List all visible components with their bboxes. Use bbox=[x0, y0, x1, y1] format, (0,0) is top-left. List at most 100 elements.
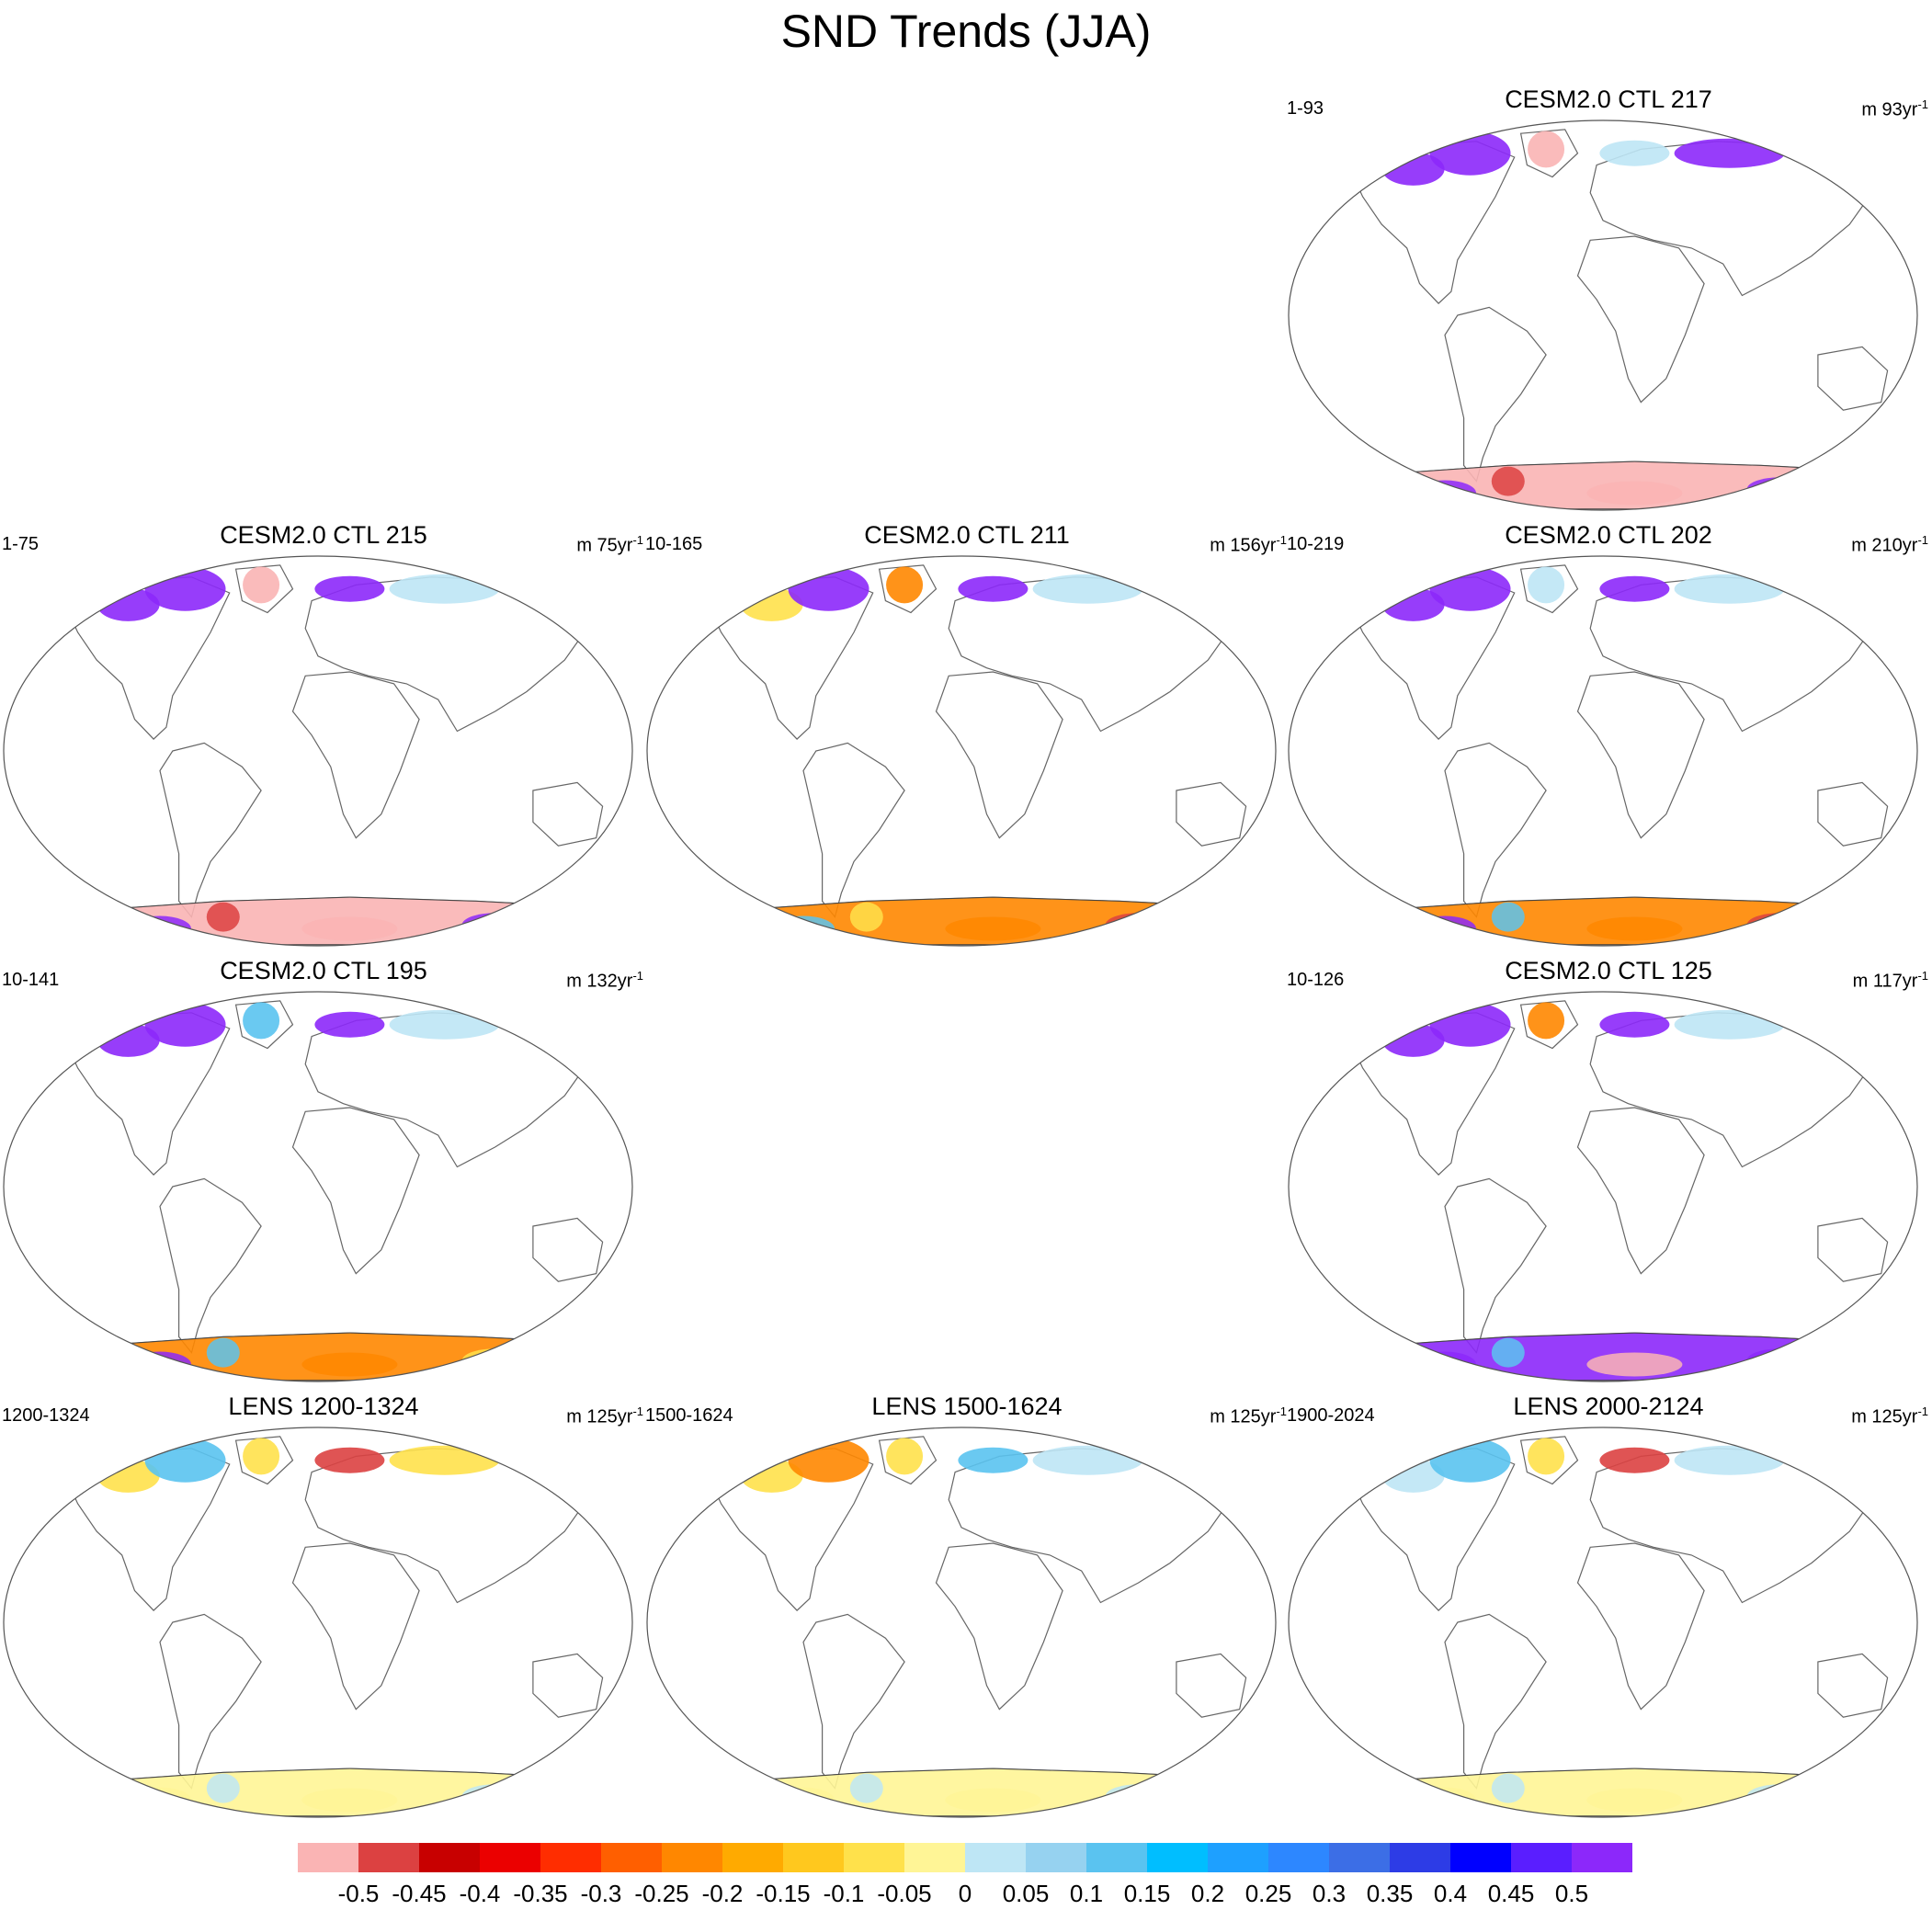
snow-trend-region-north bbox=[1032, 1445, 1143, 1475]
world-map bbox=[1288, 1427, 1918, 1818]
panel-units-label: m 93yr-1 bbox=[1861, 97, 1928, 120]
panel-title: LENS 1200-1324 bbox=[228, 1393, 419, 1420]
snow-trend-region-north bbox=[1599, 140, 1670, 166]
snow-trend-region-north bbox=[1599, 1011, 1670, 1038]
snow-trend-region-south bbox=[1746, 1348, 1813, 1373]
snow-trend-region-north bbox=[1429, 566, 1511, 611]
panel-years-label: 1-75 bbox=[2, 534, 40, 554]
panel-units-label: m 125yr-1 bbox=[566, 1404, 643, 1427]
snow-trend-region-north bbox=[1528, 131, 1565, 168]
snow-trend-region-north bbox=[1674, 574, 1785, 604]
panel-years-label: 10-219 bbox=[1287, 534, 1345, 554]
panel-title: CESM2.0 CTL 215 bbox=[220, 521, 427, 549]
snow-trend-region-north bbox=[1032, 574, 1143, 604]
panel-years-label: 1900-2024 bbox=[1287, 1405, 1375, 1426]
snow-trend-region-north bbox=[1528, 1002, 1565, 1040]
map-panel-lens-1200-1324: LENS 1200-1324 1200-1324 m 125yr-1 bbox=[2, 1392, 645, 1825]
africa-outline bbox=[291, 1542, 420, 1711]
snow-trend-region-south bbox=[1491, 902, 1525, 932]
snow-trend-region-north bbox=[144, 1438, 226, 1483]
south-america-outline bbox=[1444, 306, 1547, 483]
colorbar-tick-label: 0.25 bbox=[1244, 1880, 1292, 1907]
snow-trend-region-north bbox=[1674, 138, 1785, 168]
colorbar-swatch bbox=[358, 1843, 419, 1872]
snow-trend-region-north bbox=[1599, 1447, 1670, 1473]
snow-trend-region-south bbox=[301, 1352, 398, 1377]
snow-trend-region-north bbox=[1599, 575, 1670, 602]
snow-trend-region-south bbox=[301, 1788, 398, 1813]
colorbar-swatch bbox=[298, 1843, 358, 1872]
panel-units-label: m 156yr-1 bbox=[1210, 533, 1287, 556]
africa-outline bbox=[291, 671, 420, 839]
australia-outline bbox=[1817, 346, 1889, 411]
colorbar-swatch bbox=[965, 1843, 1026, 1872]
map-boundary bbox=[646, 1427, 1277, 1818]
colorbar: -0.5 -0.45 -0.4 -0.35 -0.3 -0.25 -0.2 -0.15 -0.1… bbox=[298, 1842, 1632, 1906]
snow-trend-region-north bbox=[1528, 566, 1565, 604]
colorbar-swatch bbox=[1572, 1843, 1632, 1872]
colorbar-tick-label: -0.05 bbox=[877, 1880, 932, 1907]
greenland-outline bbox=[234, 1000, 294, 1050]
snow-trend-region-south bbox=[1586, 481, 1683, 506]
greenland-outline bbox=[1519, 1000, 1579, 1050]
snow-trend-region-south bbox=[1586, 1352, 1683, 1377]
australia-outline bbox=[532, 781, 604, 847]
colorbar-tick-label: -0.3 bbox=[580, 1880, 622, 1907]
south-america-outline bbox=[1444, 1177, 1547, 1354]
snow-trend-region-south bbox=[945, 1788, 1041, 1813]
colorbar-swatch bbox=[1390, 1843, 1450, 1872]
snow-trend-region-north bbox=[389, 574, 500, 604]
colorbar-swatch bbox=[1511, 1843, 1572, 1872]
africa-outline bbox=[1576, 671, 1705, 839]
map-panel-ctl-125: CESM2.0 CTL 125 10-126 m 117yr-1 bbox=[1287, 956, 1930, 1390]
panel-units-label: m 132yr-1 bbox=[566, 969, 643, 992]
panel-title: CESM2.0 CTL 125 bbox=[1505, 957, 1712, 984]
colorbar-tick-label: -0.4 bbox=[459, 1880, 501, 1907]
map-boundary bbox=[3, 1427, 633, 1818]
snow-trend-region-north bbox=[538, 587, 579, 614]
snow-trend-region-north bbox=[144, 566, 226, 611]
snow-trend-region-south bbox=[206, 1773, 240, 1803]
snow-trend-region-north bbox=[788, 566, 869, 611]
figure-title: SND Trends (JJA) bbox=[780, 6, 1152, 57]
panel-years-label: 1200-1324 bbox=[2, 1405, 90, 1426]
colorbar-swatch bbox=[1147, 1843, 1208, 1872]
world-map bbox=[3, 1427, 633, 1818]
snow-trend-region-south bbox=[1746, 477, 1813, 502]
panel-units-label: m 210yr-1 bbox=[1851, 533, 1928, 556]
snow-trend-region-south bbox=[849, 902, 883, 932]
snow-trend-region-north bbox=[1823, 1459, 1864, 1485]
australia-outline bbox=[1817, 1217, 1889, 1282]
colorbar-tick-label: -0.35 bbox=[513, 1880, 568, 1907]
snow-trend-region-north bbox=[958, 1447, 1029, 1473]
panel-years-label: 10-165 bbox=[645, 534, 703, 554]
snow-trend-region-south bbox=[1746, 1784, 1813, 1809]
colorbar-swatch bbox=[1086, 1843, 1147, 1872]
snow-trend-region-north bbox=[1528, 1438, 1565, 1475]
colorbar-swatch bbox=[662, 1843, 722, 1872]
world-map bbox=[646, 1427, 1277, 1818]
africa-outline bbox=[1576, 1542, 1705, 1711]
map-boundary bbox=[3, 991, 633, 1382]
snow-trend-region-south bbox=[301, 916, 398, 941]
map-panel-ctl-195: CESM2.0 CTL 195 10-141 m 132yr-1 bbox=[2, 956, 645, 1390]
panel-title: CESM2.0 CTL 211 bbox=[864, 521, 1070, 549]
greenland-outline bbox=[878, 1436, 938, 1485]
greenland-outline bbox=[234, 1436, 294, 1485]
map-boundary bbox=[1288, 555, 1918, 947]
map-panel-lens-2000-2124: LENS 2000-2124 1900-2024 m 125yr-1 bbox=[1287, 1392, 1930, 1825]
snow-trend-region-north bbox=[886, 566, 924, 604]
map-panel-ctl-202: CESM2.0 CTL 202 10-219 m 210yr-1 bbox=[1287, 520, 1930, 954]
map-boundary bbox=[1288, 119, 1918, 511]
colorbar-swatch bbox=[419, 1843, 480, 1872]
snow-trend-region-north bbox=[1181, 587, 1222, 614]
map-boundary bbox=[1288, 991, 1918, 1382]
snow-trend-region-north bbox=[1823, 587, 1864, 614]
map-panel-ctl-215: CESM2.0 CTL 215 1-75 m 75yr-1 bbox=[2, 520, 645, 954]
map-panel-ctl-211: CESM2.0 CTL 211 10-165 m 156yr-1 bbox=[645, 520, 1289, 954]
greenland-outline bbox=[1519, 129, 1579, 178]
snow-trend-region-north bbox=[389, 1445, 500, 1475]
panel-title: LENS 2000-2124 bbox=[1513, 1393, 1704, 1420]
panel-units-label: m 117yr-1 bbox=[1852, 969, 1928, 992]
colorbar-swatch bbox=[783, 1843, 844, 1872]
